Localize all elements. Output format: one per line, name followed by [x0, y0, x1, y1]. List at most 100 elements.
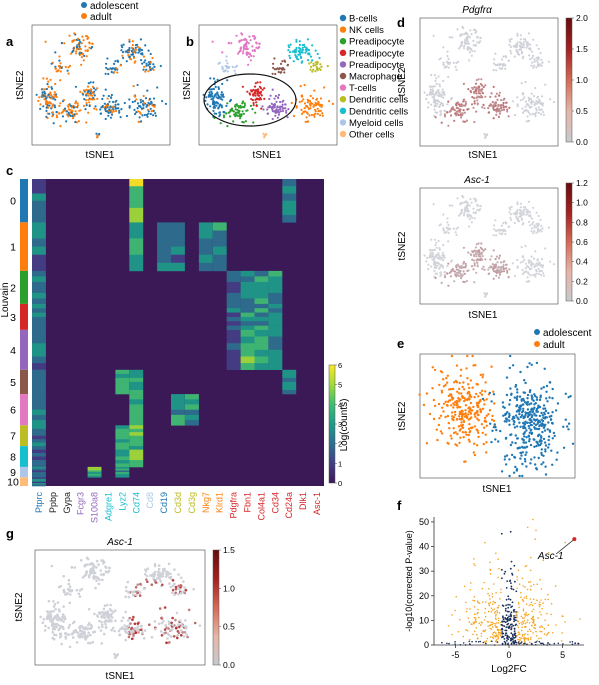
- panel-e: e adolescent adult tSNE1 tSNE2: [397, 328, 592, 495]
- scatter-point: [425, 260, 428, 263]
- scatter-point: [222, 93, 225, 96]
- scatter-point: [439, 271, 442, 274]
- heatmap-cell: [268, 292, 283, 299]
- scatter-point-adolescent: [505, 393, 509, 397]
- scatter-point: [85, 121, 88, 124]
- heatmap-cell: [32, 254, 46, 264]
- scatter-point: [509, 49, 512, 53]
- scatter-point: [114, 654, 118, 657]
- volcano-point: [491, 633, 494, 636]
- scatter-point: [258, 42, 261, 45]
- scatter-point-adult: [471, 354, 474, 358]
- scatter-point: [212, 87, 215, 91]
- volcano-point: [571, 641, 574, 643]
- scatter-point: [445, 226, 448, 229]
- heatmap-cell: [115, 377, 130, 383]
- scatter-point: [103, 102, 106, 105]
- volcano-xlabel: Log2FC: [491, 664, 527, 675]
- scatter-point-adolescent: [513, 455, 516, 459]
- scatter-point: [82, 93, 85, 96]
- scatter-point: [48, 610, 51, 614]
- scatter-point: [64, 65, 67, 69]
- scatter-point-adult: [441, 406, 444, 409]
- volcano-point: [516, 587, 518, 590]
- volcano-point: [509, 598, 512, 601]
- volcano-point: [463, 585, 466, 588]
- volcano-point: [527, 613, 530, 616]
- volcano-point: [518, 606, 520, 609]
- scatter-point: [498, 64, 501, 67]
- scatter-point: [440, 281, 443, 284]
- scatter-point: [462, 270, 465, 273]
- panel-d-bottom-colorbar: 0.00.20.40.60.81.01.2: [565, 178, 588, 306]
- volcano-point: [547, 624, 550, 626]
- colorbar-tick-label: 1.5: [576, 44, 588, 54]
- scatter-point: [451, 36, 454, 39]
- heatmap-cluster-bar: [20, 179, 28, 486]
- heatmap-cell: [254, 308, 269, 313]
- scatter-point: [94, 586, 97, 590]
- scatter-point: [304, 51, 307, 54]
- scatter-point-adolescent: [534, 463, 537, 466]
- scatter-point-adolescent: [511, 441, 514, 444]
- scatter-point: [442, 259, 445, 262]
- volcano-point: [491, 593, 494, 595]
- heatmap-cell: [226, 303, 241, 309]
- scatter-point-adolescent: [525, 451, 528, 454]
- scatter-point: [251, 45, 254, 48]
- scatter-point: [143, 65, 146, 68]
- scatter-point-adult: [475, 401, 479, 405]
- scatter-point: [475, 92, 478, 95]
- heatmap-cell: [32, 390, 46, 395]
- scatter-point: [438, 104, 441, 108]
- scatter-point: [476, 208, 479, 211]
- scatter-point: [88, 46, 91, 49]
- scatter-point: [267, 106, 270, 109]
- volcano-point: [472, 633, 474, 636]
- scatter-point: [128, 56, 131, 59]
- scatter-point: [167, 627, 170, 630]
- heatmap-cell: [115, 466, 130, 469]
- scatter-point: [50, 86, 53, 89]
- scatter-point: [498, 254, 501, 257]
- scatter-point: [435, 82, 438, 86]
- gene-label-fcgr3: Fcgr3: [76, 492, 86, 515]
- volcano-point: [475, 627, 478, 629]
- scatter-point: [468, 225, 471, 228]
- scatter-point-adult: [444, 400, 447, 403]
- scatter-point: [74, 100, 77, 103]
- volcano-point: [511, 637, 513, 640]
- heatmap-cell: [254, 363, 269, 370]
- scatter-point: [454, 65, 457, 68]
- scatter-point: [124, 610, 127, 614]
- scatter-point: [297, 46, 301, 49]
- scatter-point: [271, 72, 274, 75]
- scatter-point: [142, 94, 145, 98]
- scatter-point-adolescent: [528, 410, 532, 414]
- volcano-point: [514, 580, 516, 583]
- scatter-point: [251, 99, 255, 102]
- scatter-point: [519, 48, 523, 51]
- volcano-point: [540, 613, 542, 616]
- scatter-point-adult: [468, 431, 471, 434]
- scatter-point: [494, 219, 497, 222]
- scatter-point-adolescent: [512, 423, 515, 426]
- heatmap-cell: [129, 215, 144, 223]
- scatter-point: [536, 95, 540, 98]
- scatter-point: [93, 94, 96, 97]
- volcano-point: [504, 570, 507, 573]
- volcano-point: [571, 643, 574, 645]
- cluster-bar-6: [20, 394, 28, 426]
- heatmap-cell: [87, 475, 102, 478]
- scatter-point: [476, 99, 479, 102]
- scatter-point: [225, 59, 228, 62]
- volcano-point: [478, 622, 481, 625]
- scatter-point: [252, 101, 255, 105]
- scatter-point: [463, 40, 466, 43]
- heatmap-cell: [185, 420, 199, 426]
- scatter-point: [522, 211, 526, 214]
- scatter-point-adolescent: [553, 434, 556, 438]
- scatter-point-adolescent: [569, 395, 572, 398]
- scatter-point-adolescent: [527, 424, 530, 428]
- heatmap-cell: [32, 449, 46, 454]
